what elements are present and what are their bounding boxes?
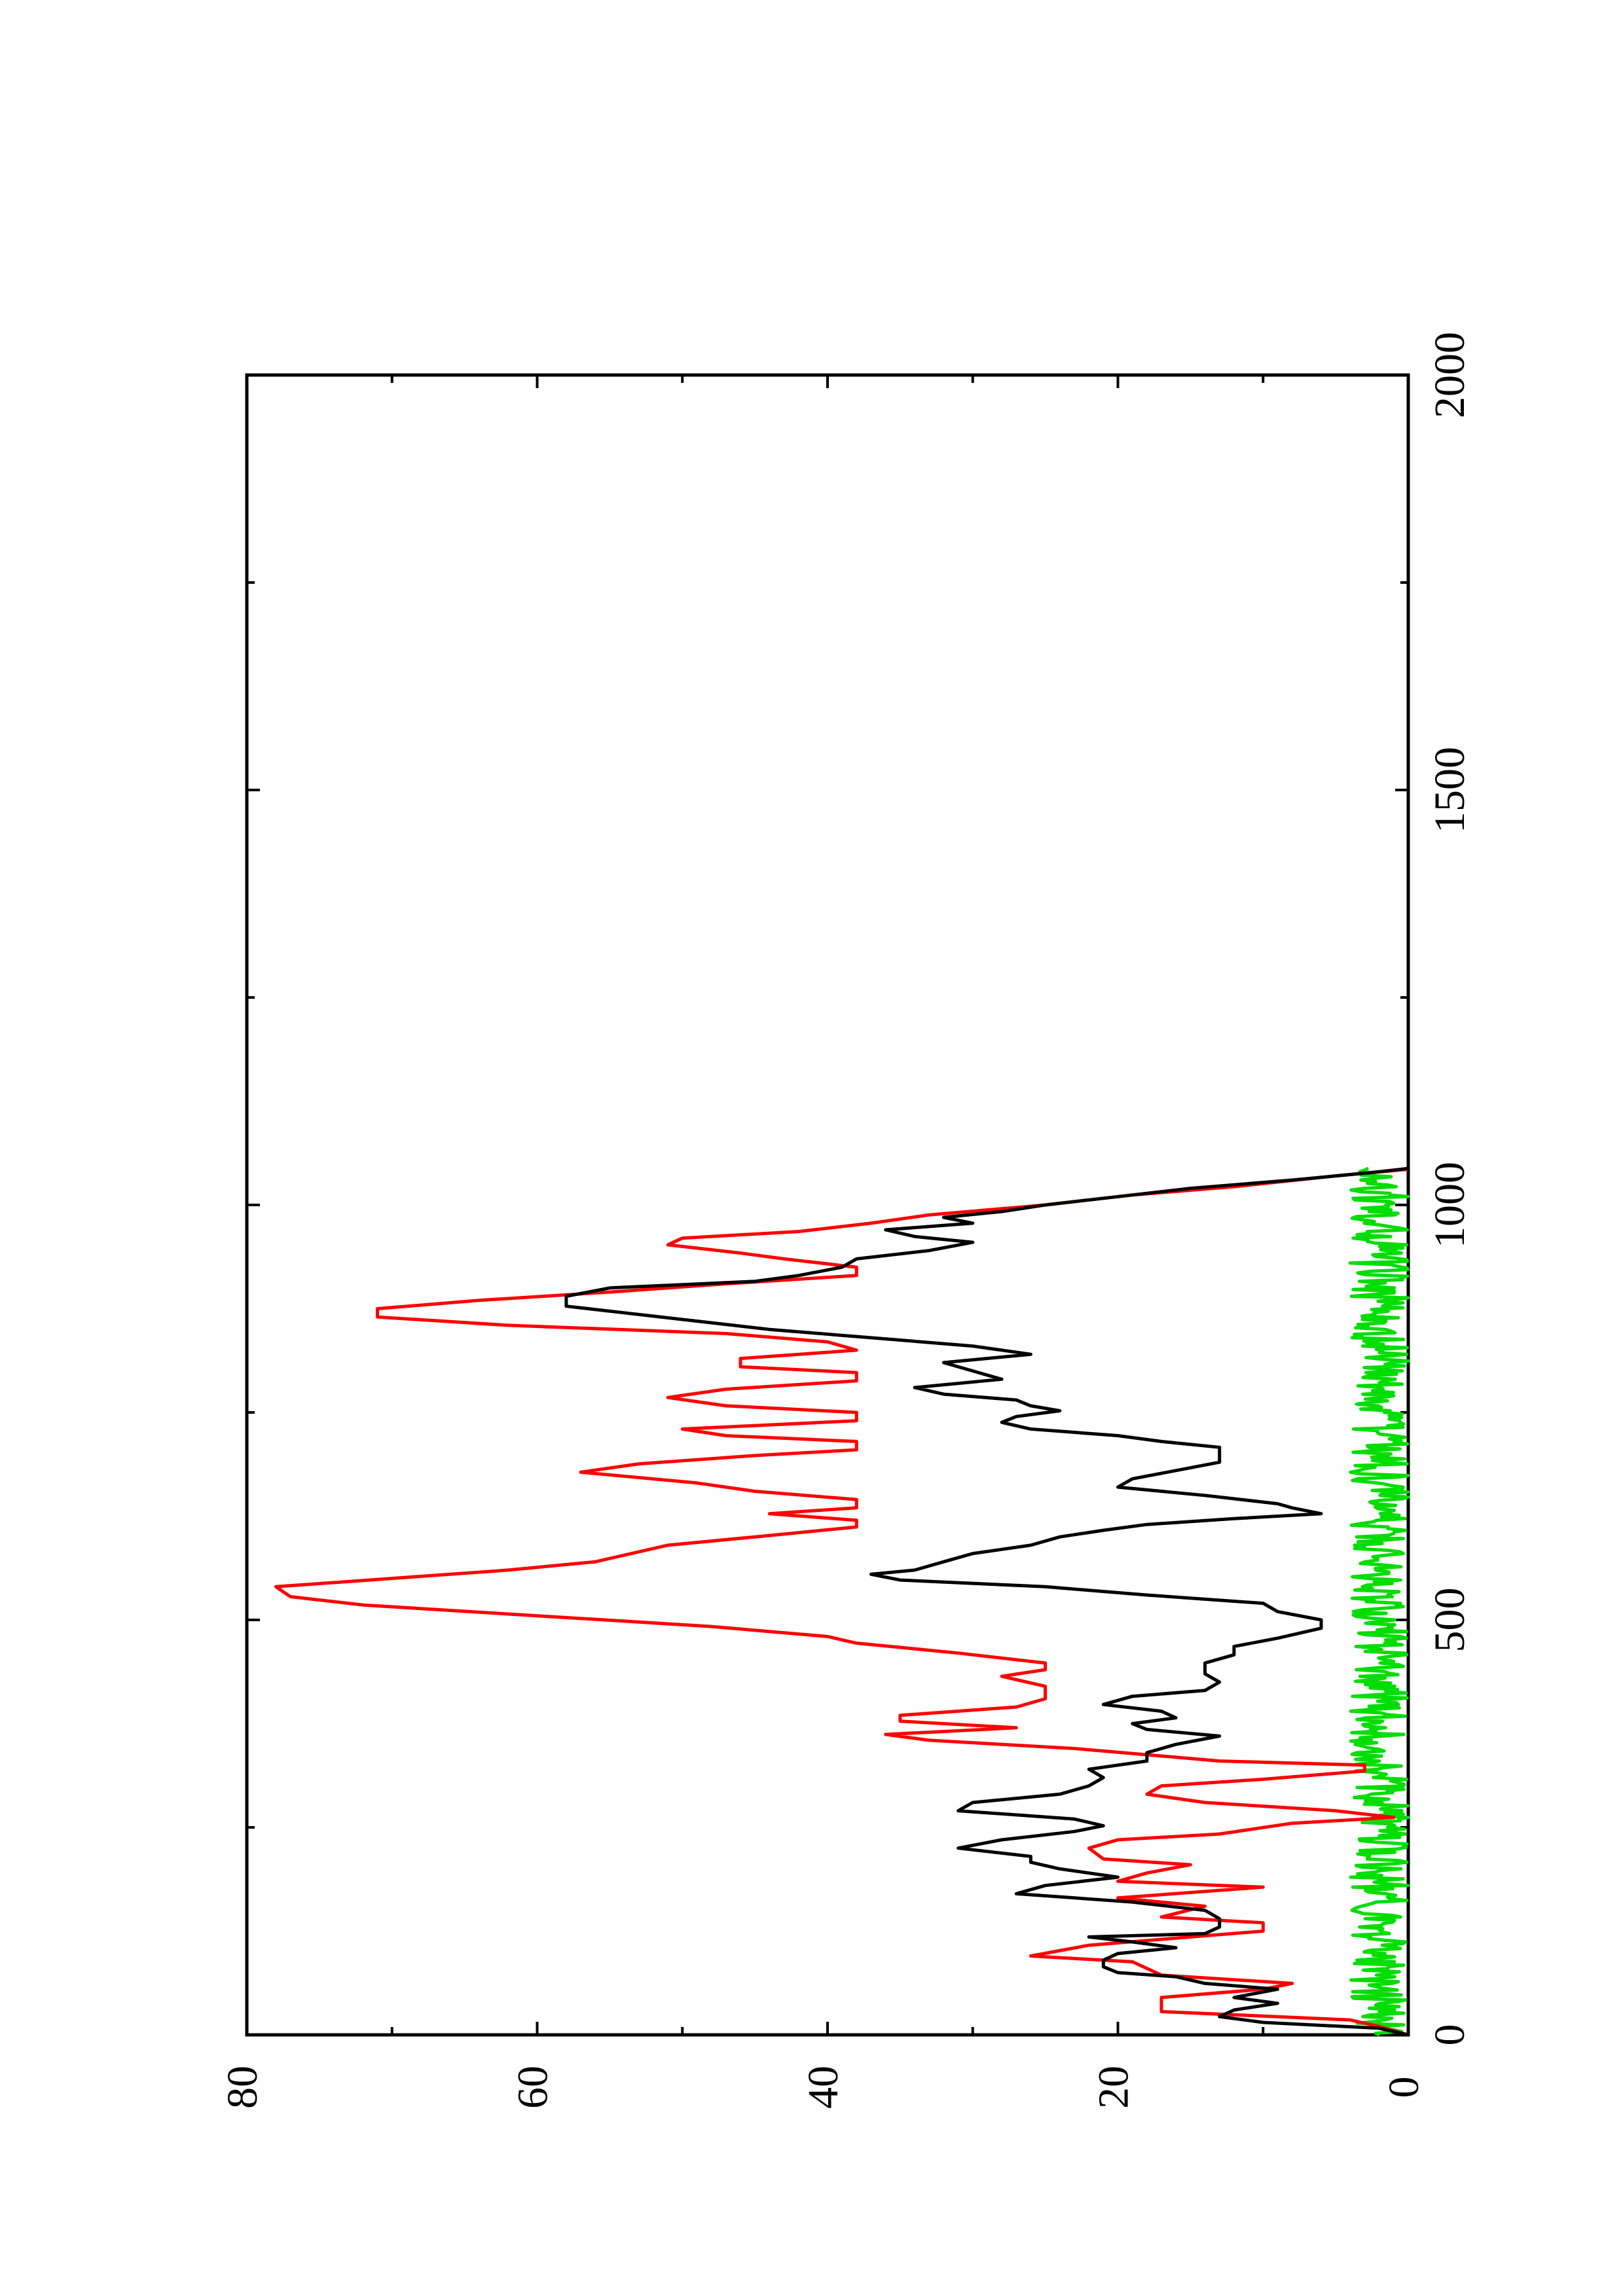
x-tick-label: 0 [1426,2024,1474,2046]
plot-frame [245,373,1410,2037]
tick-marks [246,374,1410,2036]
tick-labels: 0 500 1000 1500 2000 0 20 40 60 80 [219,332,1474,2109]
x-tick-label: 1000 [1426,1162,1474,1248]
x-tick-label: 2000 [1426,332,1474,418]
x-tick-label: 500 [1426,1588,1474,1653]
x-tick-label: 1500 [1426,747,1474,833]
series-line [1348,1166,1410,2037]
y-tick-label: 60 [509,2066,557,2109]
series-layer [274,1166,1410,2037]
y-tick-label: 40 [799,2066,847,2109]
series-line [564,1166,1409,2037]
series-line [274,1168,1409,2037]
y-tick-label: 0 [1380,2077,1428,2098]
y-tick-label: 20 [1090,2066,1138,2109]
y-tick-label: 80 [219,2066,266,2109]
